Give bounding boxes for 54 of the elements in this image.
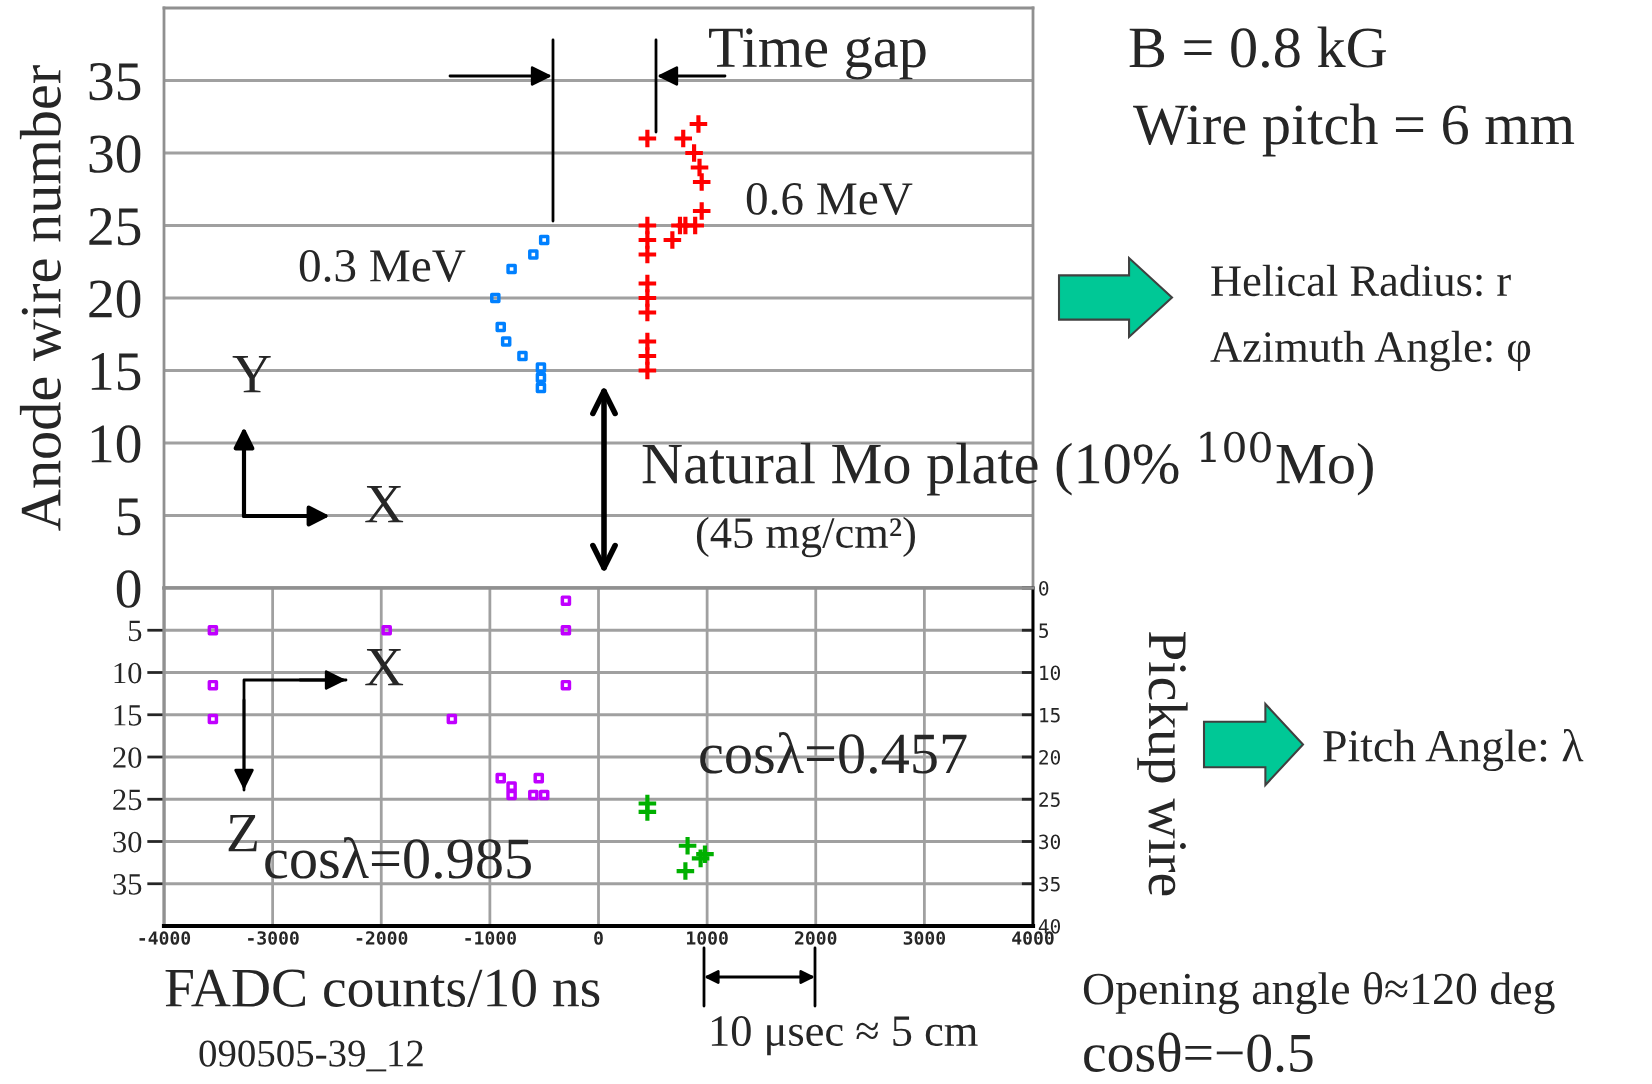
y-tick-label: 25 <box>89 207 141 246</box>
annotation: cosλ=0.457 <box>700 731 967 774</box>
y-tick-label: 5 <box>117 498 141 536</box>
text: 090505-39_12 <box>199 1040 423 1072</box>
text: Helical Radius: r <box>1211 264 1511 297</box>
text: Wire pitch = 6 mm <box>1133 103 1575 157</box>
y-axis-title: Anode wire number <box>19 65 61 531</box>
x-axis-title: FADC counts/10 ns <box>165 969 600 1007</box>
y2-tick-label: 10 <box>1040 665 1061 681</box>
y-tick-label: 25 <box>113 789 142 811</box>
y-tick-label: 30 <box>113 831 142 853</box>
annotation: Natural Mo plate (10% $^{100}$Mo) <box>642 431 1373 496</box>
x-tick-label: -2000 <box>356 931 408 945</box>
annotation: X <box>365 648 404 686</box>
annotation: (45 mg/cm²) <box>696 516 915 558</box>
x-tick-label: -3000 <box>248 931 299 945</box>
text: cosθ=−0.5 <box>1084 1032 1313 1073</box>
y2-tick-label: 30 <box>1039 834 1061 850</box>
y2-tick-label: 5 <box>1039 623 1049 638</box>
text: Opening angle θ≈120 deg <box>1083 972 1555 1014</box>
y-tick-label: 10 <box>91 425 141 463</box>
text: Azimuth Angle: φ <box>1210 330 1531 372</box>
y-tick-label: 10 <box>114 662 142 684</box>
y-tick-label: 15 <box>114 705 142 726</box>
y2-tick-label: 15 <box>1040 708 1060 723</box>
y-tick-label: 30 <box>89 135 141 173</box>
x-tick-label: 2000 <box>795 931 837 945</box>
y-tick-label: 0 <box>116 570 141 608</box>
text: B = 0.8 kG <box>1129 26 1386 68</box>
text: Pitch Angle: λ <box>1323 728 1584 772</box>
y-tick-label: 15 <box>91 353 141 391</box>
x-tick-label: -4000 <box>139 931 191 945</box>
y-tick-label: 35 <box>113 874 142 895</box>
y-tick-label: 20 <box>113 747 142 768</box>
text: 10 μsec ≈ 5 cm <box>711 1016 978 1056</box>
y2-tick-label: 20 <box>1039 750 1061 765</box>
annotation: Z <box>228 814 257 852</box>
series-label: 0.6 MeV <box>746 182 913 216</box>
y2-tick-label: 0 <box>1039 581 1049 596</box>
annotation: X <box>365 485 404 523</box>
annotation: Y <box>232 355 271 393</box>
annotation: cosλ=0.985 <box>265 836 531 879</box>
y-tick-label: 35 <box>89 62 141 101</box>
y-tick-label: 5 <box>128 620 142 642</box>
y2-tick-label: 35 <box>1039 876 1060 892</box>
y2-tick-label: 25 <box>1039 792 1060 807</box>
y2-axis-title: Pickup wire <box>1137 631 1188 896</box>
annotation: Time gap <box>709 28 926 80</box>
x-tick-label: 0 <box>594 931 603 945</box>
x-tick-label: 3000 <box>903 931 946 945</box>
y-tick-label: 20 <box>89 280 141 318</box>
x-tick-label: -1000 <box>465 931 516 945</box>
series-label: 0.3 MeV <box>299 249 466 283</box>
x-tick-label: 1000 <box>687 931 728 945</box>
